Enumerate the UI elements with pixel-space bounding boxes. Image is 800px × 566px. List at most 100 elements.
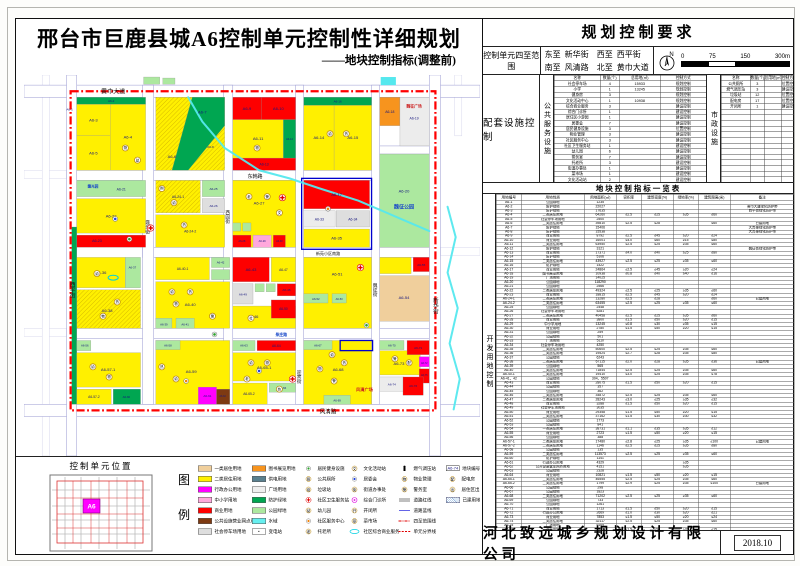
parcel-label: A6-8: [207, 145, 214, 149]
scale-segment: [736, 62, 789, 66]
facility-icon-glyph: 物: [107, 374, 111, 379]
facility-dot: [213, 333, 216, 336]
map-parcel: [303, 228, 370, 248]
facility-icon-glyph: 购: [160, 186, 164, 191]
parcel-label: A6-52: [312, 297, 320, 301]
map-parcel: [303, 210, 336, 228]
legend-item: 居民健身设施: [302, 463, 348, 474]
sheet-outer-border: [7, 7, 795, 561]
table-cell: 建设控制: [660, 176, 706, 182]
parcel-label: A6-36: [96, 270, 108, 275]
legend-item: 一类居住用地: [198, 463, 252, 474]
facility-icon: [89, 363, 97, 371]
parcel-label: A6-34: [348, 217, 357, 221]
legend-column: 文 文化活动站 居委会街 街道办事处 综合门诊所开 开闭所菜 菜市场 社区综合商业服务: [348, 463, 400, 537]
boundary-row: 控制单元四至范围 东至 新华街 西至 西平街 南至 风清路 北至 黄巾大道 N 0 75…: [483, 47, 794, 75]
parcel-table-title: 地块控制指标一览表: [483, 183, 794, 194]
legend-item-label: 警务室: [413, 487, 428, 492]
map-parcel: [333, 105, 372, 171]
legend-item: ▪ 变电站: [252, 526, 302, 537]
parcel-label: A6-60: [123, 395, 131, 399]
parcel-row: A6-1 公园绿地 1235: [496, 200, 794, 206]
map-parcel: [113, 388, 141, 405]
legend-item-label: 水域: [268, 518, 278, 524]
parcel-label: A6-27: [254, 201, 266, 206]
unit-location-minimap: A6: [49, 474, 153, 552]
blue-boundary-block: [300, 177, 373, 250]
parcel-table-header-row: 用地编号 用地性质 用地面积(㎡) 容积率 建筑密度(%) 绿地率(%) 建筑限高(米) 备注: [496, 194, 794, 201]
parcel-label: A6-9: [243, 106, 252, 111]
legend-item-label: 单元分界线: [413, 529, 437, 534]
sheet-frame: 邢台市巨鹿县城A6控制单元控制性详细规划 ——地块控制指标(调整前) A6-2 A…: [15, 18, 794, 563]
map-parcel: [211, 269, 230, 280]
legend-item: 社会停车场用地: [198, 526, 252, 537]
map-parcel: [379, 275, 430, 322]
legend-item-label: 已建用地: [462, 497, 481, 503]
parcel-cell: [730, 527, 794, 530]
parcel-label: A6-67: [314, 344, 322, 348]
table-cell: 2: [600, 176, 620, 182]
facility-icon-glyph: 幼: [136, 157, 140, 162]
table-row: 公共厕所3位置控制: [721, 80, 794, 87]
svg-text:街: 街: [353, 487, 357, 492]
legend-item-label: 综合门诊所: [363, 497, 387, 503]
facility-dot: [257, 369, 261, 373]
map-parcel: [232, 119, 284, 159]
legend-item-label: 居住区出入口: [461, 487, 481, 492]
facility-icon: [263, 193, 271, 200]
facility-icon-glyph: 热: [188, 289, 192, 294]
road-label: 西平街: [69, 281, 76, 299]
page-title: 邢台市巨鹿县城A6控制单元控制性详细规划: [37, 27, 461, 51]
map-parcel: [256, 340, 296, 351]
road-label: 新华街: [432, 297, 439, 316]
legend-icon: [403, 465, 406, 471]
map-parcel: [412, 257, 430, 272]
scale-tick: 150: [740, 54, 751, 60]
unit-location-block: 控制单元位置 A6: [26, 459, 176, 553]
parcel-label: A6-18: [385, 110, 394, 114]
scale-segment: [709, 62, 736, 66]
clinic-cross: [280, 195, 285, 200]
facility-icon: [243, 375, 251, 383]
map-parcel: [202, 180, 225, 197]
parcel-label: A6-12: [286, 137, 294, 141]
legend-icon: [351, 496, 358, 503]
municipal-facilities-table: 名称数量(个)总用地(㎡)控制方式公共厕所3位置控制燃气调压站3建设控制垃圾站1…: [721, 75, 794, 182]
parcel-label: A6-22: [106, 213, 118, 218]
table-cell: 建设控制: [781, 86, 794, 93]
parcel-label: A6-56: [81, 344, 89, 348]
parcel-label: A6-61: [203, 394, 211, 398]
parcel-label: A6-4: [124, 135, 133, 140]
legend-icon: 圾: [305, 486, 312, 492]
legend-icon: 出: [449, 486, 456, 492]
road: [295, 84, 304, 405]
legend-item-label: 公园绿地: [268, 508, 287, 513]
parcel-label: A6-74: [388, 382, 396, 386]
map-parcel: [155, 214, 225, 248]
legend-swatch: [252, 486, 266, 493]
legend-column: 居民健身设施厕 公共厕所圾 垃圾站 社区卫生服务站幼 幼儿园 社区服务中心老 托老所: [302, 463, 349, 537]
map-parcel: [252, 234, 272, 248]
legend-icon: [399, 509, 410, 511]
legend-item-label: 公共厕所: [317, 476, 336, 482]
parcel-row: A6-36 二类居住用地 19524 ≤2.7 ≤28 ≥35 ≤80: [496, 351, 794, 357]
legend-item: 社区卫生服务站: [302, 495, 349, 506]
map-parcel: [162, 77, 176, 85]
road-label: 风清路: [320, 407, 337, 415]
parcel-label: A6-14: [313, 135, 325, 140]
map-parcel: [232, 222, 241, 232]
public-services-label: 公共服务设施: [540, 75, 554, 182]
legend-item-label: 商业用地: [214, 508, 233, 513]
legend-item-label: 幼儿园: [317, 508, 332, 513]
svg-text:厕: 厕: [307, 477, 311, 481]
facility-icon: [340, 359, 348, 367]
table-cell: [721, 176, 751, 182]
facility-icon: [405, 359, 413, 367]
parcel-label: A6-62: [219, 395, 226, 398]
place-label: 魏征公园: [393, 204, 414, 211]
facility-icon-glyph: 物: [265, 360, 269, 365]
map-parcel: [232, 283, 254, 305]
facility-icon: [186, 288, 194, 296]
table-cell: [750, 176, 765, 182]
legend-swatch: [252, 475, 266, 482]
